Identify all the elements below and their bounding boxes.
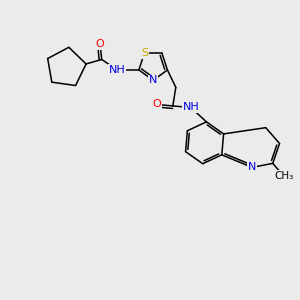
Text: N: N xyxy=(149,75,157,85)
Text: NH: NH xyxy=(182,103,199,112)
Text: O: O xyxy=(153,100,162,110)
Text: O: O xyxy=(96,39,105,49)
Text: NH: NH xyxy=(109,65,126,75)
Text: S: S xyxy=(141,48,148,58)
Text: CH₃: CH₃ xyxy=(274,171,293,181)
Text: N: N xyxy=(248,162,256,172)
